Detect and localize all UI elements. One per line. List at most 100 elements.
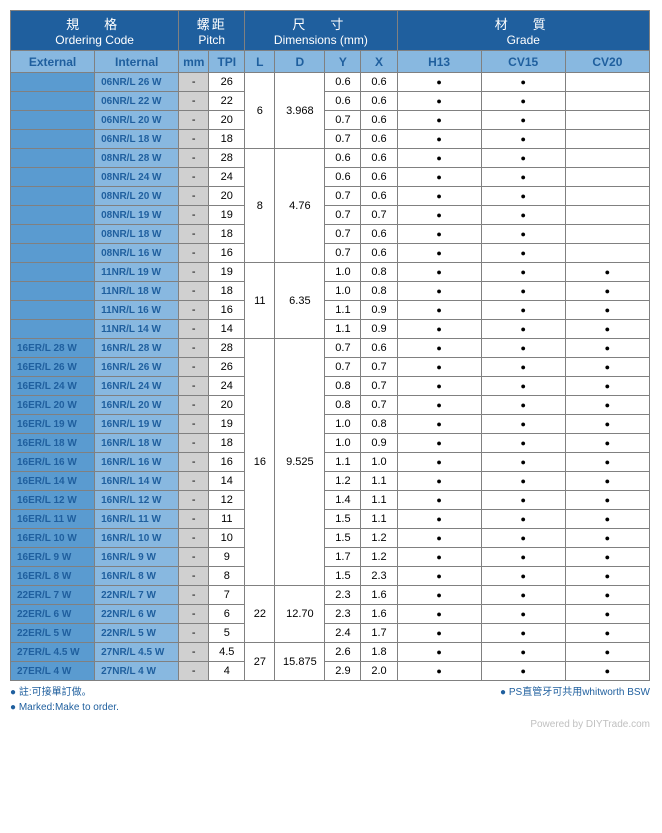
sub-d: D: [275, 51, 325, 73]
cell-mm: -: [179, 301, 209, 320]
cell-y: 2.4: [325, 624, 361, 643]
cell-mm: -: [179, 149, 209, 168]
footnotes: ● 註:可接單訂做。 ● PS直管牙可共用whitworth BSW ● Mar…: [10, 685, 650, 715]
table-row: 08NR/L 24 W-240.60.6●●: [11, 168, 650, 187]
cell-external: 27ER/L 4 W: [11, 662, 95, 681]
cell-y: 1.0: [325, 282, 361, 301]
cell-x: 0.9: [361, 301, 397, 320]
cell-internal: 16NR/L 9 W: [95, 548, 179, 567]
cell-l: 27: [245, 643, 275, 681]
cell-external: 27ER/L 4.5 W: [11, 643, 95, 662]
hdr-ordering-en: Ordering Code: [14, 33, 175, 47]
table-row: 11NR/L 19 W-19116.351.00.8●●●: [11, 263, 650, 282]
cell-d: 6.35: [275, 263, 325, 339]
cell-h13: ●: [397, 282, 481, 301]
cell-h13: ●: [397, 187, 481, 206]
cell-h13: ●: [397, 168, 481, 187]
cell-cv15: ●: [481, 339, 565, 358]
cell-tpi: 8: [209, 567, 245, 586]
cell-l: 16: [245, 339, 275, 586]
cell-h13: ●: [397, 73, 481, 92]
cell-mm: -: [179, 73, 209, 92]
sub-l: L: [245, 51, 275, 73]
cell-h13: ●: [397, 92, 481, 111]
cell-h13: ●: [397, 358, 481, 377]
cell-mm: -: [179, 472, 209, 491]
cell-cv20: [565, 168, 649, 187]
cell-cv15: ●: [481, 320, 565, 339]
cell-internal: 08NR/L 20 W: [95, 187, 179, 206]
cell-tpi: 20: [209, 187, 245, 206]
footnote-1: ● 註:可接單訂做。: [10, 685, 92, 700]
cell-l: 6: [245, 73, 275, 149]
cell-external: [11, 301, 95, 320]
cell-h13: ●: [397, 434, 481, 453]
cell-h13: ●: [397, 529, 481, 548]
cell-tpi: 14: [209, 320, 245, 339]
cell-internal: 16NR/L 11 W: [95, 510, 179, 529]
cell-tpi: 28: [209, 149, 245, 168]
spec-table: 規 格 Ordering Code 螺距 Pitch 尺 寸 Dimension…: [10, 10, 650, 681]
cell-cv15: ●: [481, 396, 565, 415]
sub-x: X: [361, 51, 397, 73]
cell-x: 0.7: [361, 396, 397, 415]
cell-internal: 16NR/L 24 W: [95, 377, 179, 396]
cell-cv20: ●: [565, 472, 649, 491]
cell-cv15: ●: [481, 263, 565, 282]
table-row: 08NR/L 18 W-180.70.6●●: [11, 225, 650, 244]
table-row: 22ER/L 5 W22NR/L 5 W-52.41.7●●●: [11, 624, 650, 643]
table-row: 16ER/L 9 W16NR/L 9 W-91.71.2●●●: [11, 548, 650, 567]
table-row: 11NR/L 18 W-181.00.8●●●: [11, 282, 650, 301]
cell-internal: 16NR/L 28 W: [95, 339, 179, 358]
cell-y: 2.9: [325, 662, 361, 681]
cell-external: 16ER/L 18 W: [11, 434, 95, 453]
cell-mm: -: [179, 225, 209, 244]
cell-mm: -: [179, 605, 209, 624]
cell-cv15: ●: [481, 206, 565, 225]
cell-cv15: ●: [481, 548, 565, 567]
hdr-pitch: 螺距 Pitch: [179, 11, 245, 51]
cell-internal: 08NR/L 28 W: [95, 149, 179, 168]
cell-tpi: 4.5: [209, 643, 245, 662]
cell-tpi: 4: [209, 662, 245, 681]
table-row: 08NR/L 20 W-200.70.6●●: [11, 187, 650, 206]
hdr-dims: 尺 寸 Dimensions (mm): [245, 11, 397, 51]
cell-h13: ●: [397, 130, 481, 149]
cell-mm: -: [179, 510, 209, 529]
cell-internal: 16NR/L 26 W: [95, 358, 179, 377]
cell-h13: ●: [397, 662, 481, 681]
cell-h13: ●: [397, 586, 481, 605]
cell-x: 0.6: [361, 244, 397, 263]
table-row: 16ER/L 14 W16NR/L 14 W-141.21.1●●●: [11, 472, 650, 491]
cell-tpi: 16: [209, 453, 245, 472]
cell-cv20: [565, 206, 649, 225]
cell-mm: -: [179, 453, 209, 472]
cell-external: [11, 187, 95, 206]
cell-external: 22ER/L 6 W: [11, 605, 95, 624]
cell-cv15: ●: [481, 624, 565, 643]
hdr-pitch-cn: 螺距: [182, 14, 241, 33]
table-row: 06NR/L 22 W-220.60.6●●: [11, 92, 650, 111]
cell-tpi: 20: [209, 111, 245, 130]
cell-tpi: 16: [209, 301, 245, 320]
cell-cv20: ●: [565, 662, 649, 681]
cell-internal: 08NR/L 24 W: [95, 168, 179, 187]
cell-external: 16ER/L 28 W: [11, 339, 95, 358]
cell-tpi: 28: [209, 339, 245, 358]
cell-internal: 11NR/L 14 W: [95, 320, 179, 339]
cell-y: 0.6: [325, 149, 361, 168]
cell-x: 0.8: [361, 263, 397, 282]
cell-x: 0.6: [361, 130, 397, 149]
cell-cv15: ●: [481, 92, 565, 111]
cell-x: 0.6: [361, 168, 397, 187]
cell-external: 22ER/L 7 W: [11, 586, 95, 605]
cell-x: 0.9: [361, 320, 397, 339]
cell-cv20: ●: [565, 339, 649, 358]
cell-h13: ●: [397, 377, 481, 396]
cell-internal: 06NR/L 18 W: [95, 130, 179, 149]
cell-mm: -: [179, 339, 209, 358]
cell-y: 1.0: [325, 263, 361, 282]
cell-mm: -: [179, 529, 209, 548]
cell-y: 1.1: [325, 453, 361, 472]
hdr-ordering: 規 格 Ordering Code: [11, 11, 179, 51]
